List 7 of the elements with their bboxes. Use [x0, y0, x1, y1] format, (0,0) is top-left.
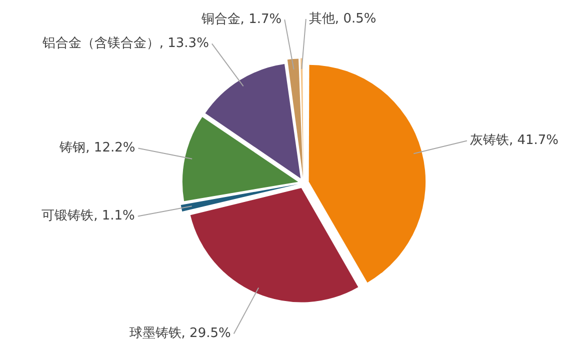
slice-label: 灰铸铁, 41.7% — [470, 133, 559, 148]
slice-label: 铝合金（含镁合金）, 13.3% — [41, 36, 209, 52]
slice-label: 其他, 0.5% — [308, 11, 376, 26]
slice-label: 铸钢, 12.2% — [58, 140, 136, 156]
slice-label: 铜合金, 1.7% — [200, 12, 282, 27]
slice-label: 可锻铸铁, 1.1% — [42, 208, 135, 224]
slice-label: 球墨铸铁, 29.5% — [129, 326, 231, 342]
